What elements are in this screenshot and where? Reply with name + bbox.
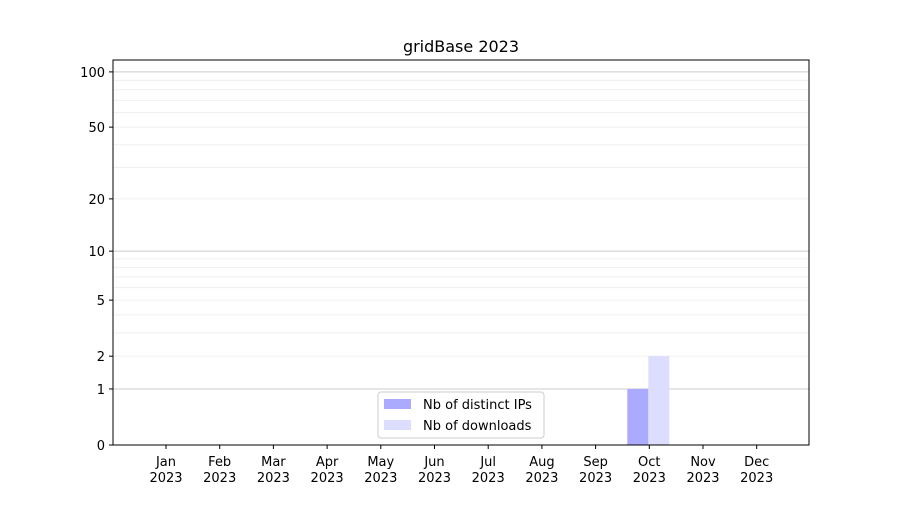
grid	[113, 71, 809, 390]
x-tick-label: Jul	[479, 455, 496, 470]
x-tick-label: Jan	[155, 455, 176, 470]
x-tick-label: 2023	[525, 471, 558, 486]
legend-box	[377, 391, 545, 439]
y-tick-label: 10	[88, 245, 105, 260]
y-tick-label: 5	[97, 294, 105, 309]
x-tick-label: Feb	[208, 455, 231, 470]
x-tick-label: 2023	[418, 471, 451, 486]
x-tick-label: Apr	[316, 455, 339, 470]
y-tick-label: 0	[97, 439, 105, 454]
y-axis: 0 1 2 5 10 20 50 100	[80, 66, 113, 454]
x-tick-label: 2023	[149, 471, 182, 486]
x-tick-label: 2023	[257, 471, 290, 486]
legend-label: Nb of downloads	[423, 419, 532, 434]
x-tick-label: Nov	[690, 455, 716, 470]
x-tick-label: 2023	[472, 471, 505, 486]
x-axis: Jan2023Feb2023Mar2023Apr2023May2023Jun20…	[149, 445, 773, 486]
x-tick-label: 2023	[579, 471, 612, 486]
x-tick-label: Oct	[638, 455, 660, 470]
x-tick-label: 2023	[203, 471, 236, 486]
plot-frame	[112, 59, 810, 446]
bars	[627, 356, 670, 445]
legend: Nb of distinct IPs Nb of downloads	[377, 391, 545, 439]
bar-distinct-ips	[627, 388, 649, 445]
y-tick-label: 20	[88, 193, 105, 208]
x-tick-label: Jun	[423, 455, 444, 470]
x-tick-label: May	[367, 455, 394, 470]
x-tick-label: Mar	[261, 455, 286, 470]
bar-downloads	[648, 356, 670, 445]
x-tick-label: 2023	[740, 471, 773, 486]
legend-swatch	[384, 399, 411, 409]
x-tick-label: 2023	[686, 471, 719, 486]
x-tick-label: 2023	[633, 471, 666, 486]
y-tick-label: 100	[80, 66, 105, 81]
x-tick-label: 2023	[364, 471, 397, 486]
legend-swatch	[384, 420, 411, 430]
chart-title: gridBase 2023	[403, 37, 519, 56]
y-tick-label: 50	[88, 121, 105, 136]
legend-label: Nb of distinct IPs	[423, 398, 532, 413]
x-tick-label: 2023	[311, 471, 344, 486]
x-tick-label: Sep	[583, 455, 608, 470]
y-tick-label: 1	[97, 383, 105, 398]
y-tick-label: 2	[97, 350, 105, 365]
x-tick-label: Aug	[529, 455, 554, 470]
x-tick-label: Dec	[744, 455, 769, 470]
